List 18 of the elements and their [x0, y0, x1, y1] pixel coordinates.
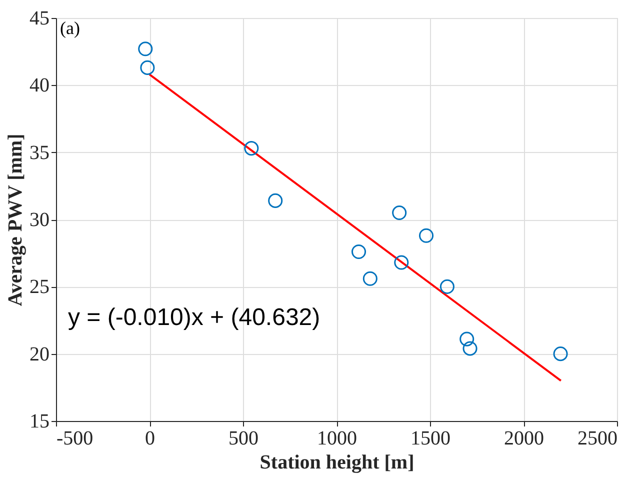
annotation: y = (-0.010)x + (40.632): [68, 304, 320, 331]
y-tick-label: 45: [30, 8, 50, 30]
x-tick-label: 500: [228, 428, 258, 450]
y-tick-label: 40: [30, 74, 50, 97]
y-tick-label: 25: [30, 276, 50, 298]
y-tick-label: 20: [30, 343, 50, 366]
x-tick-label: -500: [56, 428, 94, 450]
annotation: (a): [60, 18, 80, 38]
x-tick-label: 0: [145, 428, 155, 450]
x-tick-label: 1000: [317, 428, 357, 450]
x-tick-label: 1500: [410, 428, 450, 450]
y-tick-label: 35: [30, 142, 50, 164]
y-tick-label: 15: [30, 410, 50, 432]
x-tick-label: 2500: [578, 428, 618, 450]
x-axis-title: Station height [m]: [260, 452, 414, 474]
y-tick-label: 30: [30, 209, 50, 231]
y-axis-title: Average PWV [mm]: [4, 134, 26, 306]
x-tick-label: 2000: [504, 428, 544, 450]
